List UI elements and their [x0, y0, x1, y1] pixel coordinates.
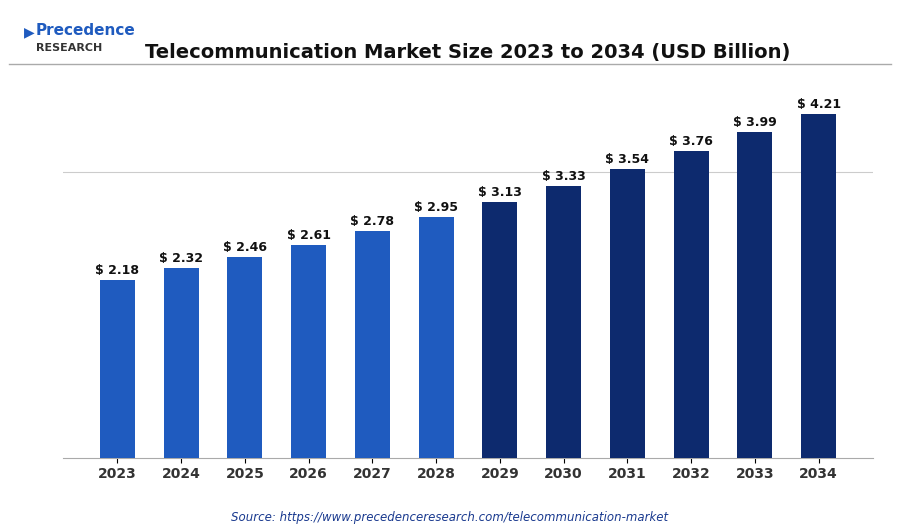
Text: $ 2.78: $ 2.78 [350, 215, 394, 228]
Text: $ 3.54: $ 3.54 [606, 153, 650, 166]
Text: ▶: ▶ [24, 25, 35, 39]
Bar [228, 257, 263, 458]
Bar [801, 114, 836, 458]
Text: $ 3.13: $ 3.13 [478, 186, 522, 199]
Bar [482, 203, 518, 458]
Text: Source: https://www.precedenceresearch.com/telecommunication-market: Source: https://www.precedenceresearch.c… [231, 511, 669, 525]
Bar [546, 186, 581, 458]
Bar [418, 217, 454, 458]
Text: $ 2.32: $ 2.32 [159, 252, 203, 265]
Bar [164, 269, 199, 458]
Bar [100, 280, 135, 458]
Bar [610, 169, 645, 458]
Text: $ 2.95: $ 2.95 [414, 201, 458, 214]
Text: $ 2.46: $ 2.46 [223, 241, 267, 254]
Text: $ 2.61: $ 2.61 [286, 229, 330, 242]
Bar [291, 245, 326, 458]
Text: $ 2.18: $ 2.18 [95, 263, 140, 277]
Bar [737, 132, 772, 458]
Text: RESEARCH: RESEARCH [36, 43, 103, 53]
Text: Precedence: Precedence [36, 22, 136, 38]
Text: $ 3.76: $ 3.76 [670, 135, 713, 148]
Bar [673, 151, 708, 458]
Text: $ 3.33: $ 3.33 [542, 170, 586, 183]
Text: $ 3.99: $ 3.99 [733, 116, 777, 129]
Title: Telecommunication Market Size 2023 to 2034 (USD Billion): Telecommunication Market Size 2023 to 20… [145, 43, 791, 62]
Text: $ 4.21: $ 4.21 [796, 98, 841, 111]
Bar [355, 231, 390, 458]
